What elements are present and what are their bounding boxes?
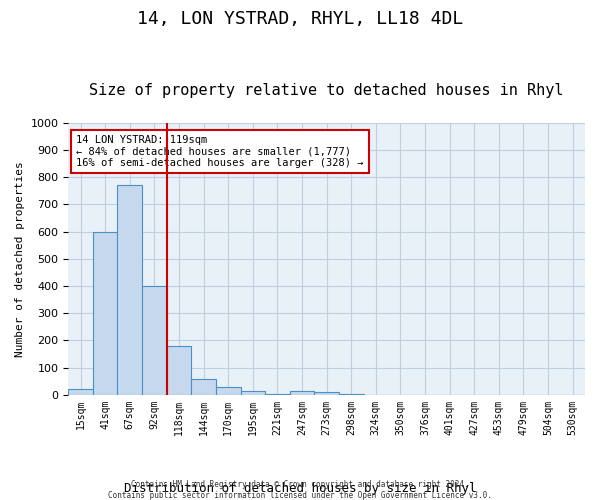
Bar bbox=[142, 286, 167, 395]
Text: Contains HM Land Registry data © Crown copyright and database right 2024.
Contai: Contains HM Land Registry data © Crown c… bbox=[108, 480, 492, 500]
Title: Size of property relative to detached houses in Rhyl: Size of property relative to detached ho… bbox=[89, 83, 564, 98]
Bar bbox=[191, 378, 216, 395]
Bar bbox=[314, 392, 339, 395]
Text: Distribution of detached houses by size in Rhyl: Distribution of detached houses by size … bbox=[124, 482, 476, 495]
Bar bbox=[118, 186, 142, 395]
Bar bbox=[265, 394, 290, 395]
Bar bbox=[241, 391, 265, 395]
Bar bbox=[167, 346, 191, 395]
Bar bbox=[93, 232, 118, 395]
Text: 14 LON YSTRAD: 119sqm
← 84% of detached houses are smaller (1,777)
16% of semi-d: 14 LON YSTRAD: 119sqm ← 84% of detached … bbox=[76, 135, 364, 168]
Bar bbox=[339, 394, 364, 395]
Y-axis label: Number of detached properties: Number of detached properties bbox=[15, 161, 25, 356]
Bar bbox=[68, 390, 93, 395]
Text: 14, LON YSTRAD, RHYL, LL18 4DL: 14, LON YSTRAD, RHYL, LL18 4DL bbox=[137, 10, 463, 28]
Bar bbox=[290, 391, 314, 395]
Bar bbox=[216, 386, 241, 395]
